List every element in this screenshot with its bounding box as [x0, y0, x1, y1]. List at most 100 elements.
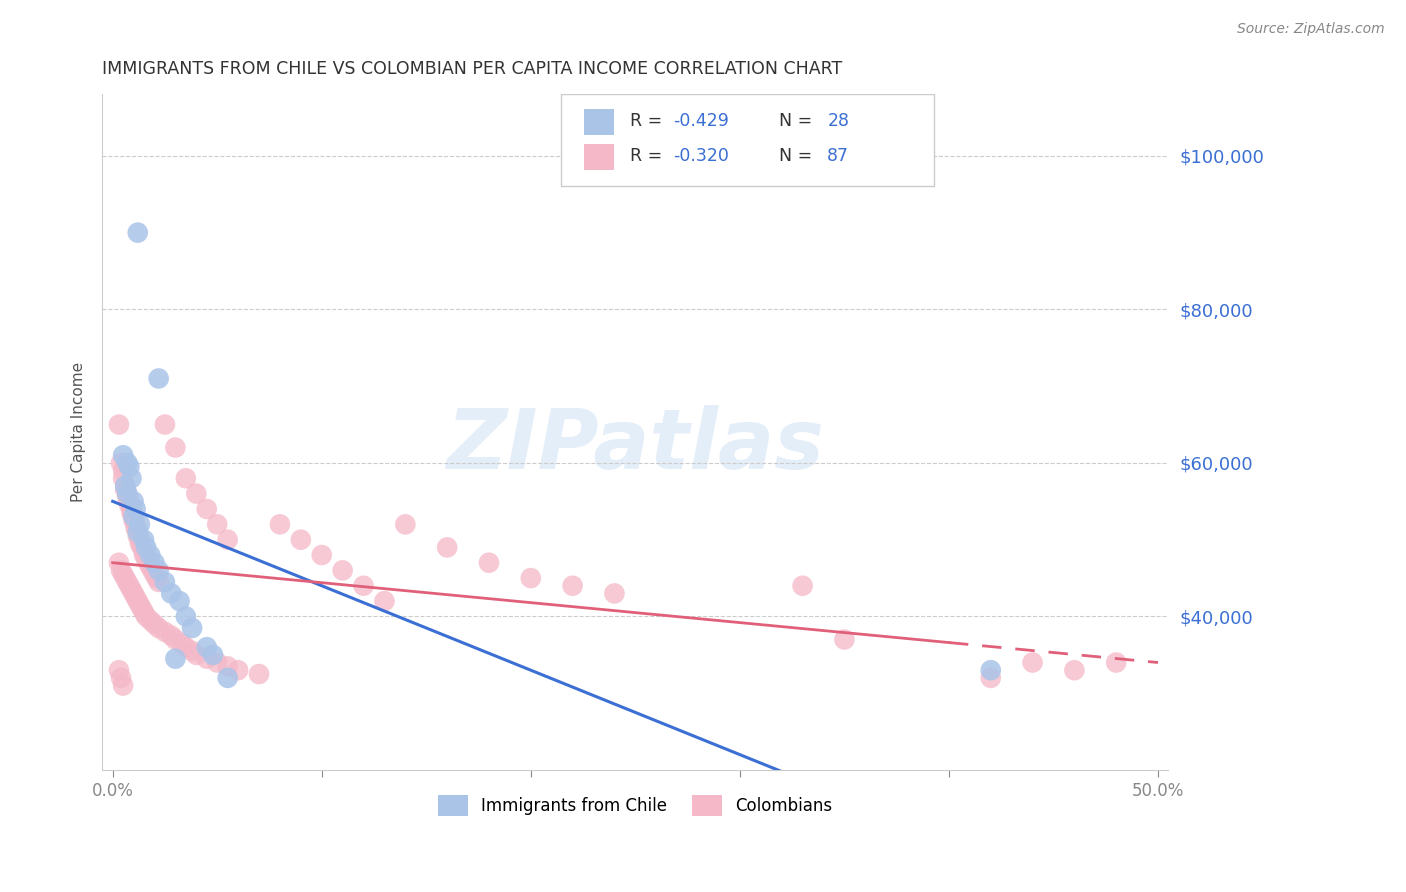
Point [165, 441, 187, 455]
Point [136, 556, 159, 570]
Point [128, 533, 150, 547]
Point [603, 586, 626, 600]
Point [373, 594, 395, 608]
Point [195, 640, 218, 655]
Point [169, 594, 191, 608]
Y-axis label: Per Capita Income: Per Capita Income [72, 362, 86, 502]
Point [217, 659, 239, 673]
Point [118, 579, 141, 593]
Point [205, 517, 228, 532]
Point [139, 613, 162, 627]
Text: R =: R = [630, 147, 668, 165]
Point [148, 574, 170, 589]
Point [160, 629, 183, 643]
Point [124, 591, 146, 605]
Point [114, 571, 136, 585]
Point [353, 579, 375, 593]
Point [114, 483, 136, 497]
Legend: Immigrants from Chile, Colombians: Immigrants from Chile, Colombians [432, 789, 839, 822]
Point [108, 556, 131, 570]
Point [128, 598, 150, 612]
Point [108, 417, 131, 432]
Point [181, 621, 204, 635]
Bar [583, 145, 614, 170]
Point [195, 651, 218, 665]
Text: R =: R = [630, 112, 668, 129]
Point [139, 548, 162, 562]
Point [311, 548, 333, 562]
Point [117, 574, 139, 589]
Point [110, 456, 132, 470]
Point [143, 556, 166, 570]
Point [124, 502, 146, 516]
Point [122, 514, 145, 528]
Point [332, 563, 354, 577]
Point [792, 579, 814, 593]
Point [127, 524, 149, 539]
Point [195, 502, 218, 516]
Point [112, 471, 135, 485]
Point [148, 621, 170, 635]
Point [202, 648, 225, 662]
Point [153, 417, 176, 432]
Point [121, 582, 143, 597]
Point [124, 517, 146, 532]
Point [153, 574, 176, 589]
Point [121, 506, 143, 520]
Point [112, 448, 135, 462]
Point [118, 459, 141, 474]
Point [127, 226, 149, 240]
Point [143, 617, 166, 632]
Text: Source: ZipAtlas.com: Source: ZipAtlas.com [1237, 22, 1385, 37]
Point [1105, 656, 1128, 670]
Point [160, 586, 183, 600]
Point [128, 536, 150, 550]
Point [112, 464, 135, 478]
FancyBboxPatch shape [561, 95, 934, 186]
Point [135, 552, 157, 566]
Point [478, 556, 501, 570]
Point [174, 609, 197, 624]
Point [122, 509, 145, 524]
Point [117, 486, 139, 500]
Point [127, 594, 149, 608]
Text: -0.320: -0.320 [672, 147, 728, 165]
Point [122, 586, 145, 600]
Text: N =: N = [779, 147, 818, 165]
Text: ZIPatlas: ZIPatlas [447, 405, 824, 486]
Point [186, 486, 208, 500]
Point [561, 579, 583, 593]
Point [121, 471, 143, 485]
Point [145, 571, 167, 585]
Bar [583, 110, 614, 135]
Point [112, 679, 135, 693]
Point [834, 632, 856, 647]
Point [117, 486, 139, 500]
Point [131, 541, 153, 555]
Point [132, 548, 155, 562]
Point [165, 651, 187, 665]
Point [980, 663, 1002, 677]
Point [127, 524, 149, 539]
Point [174, 640, 197, 655]
Point [112, 567, 135, 582]
Text: 87: 87 [827, 147, 849, 165]
Point [135, 541, 157, 555]
Point [394, 517, 416, 532]
Point [186, 648, 208, 662]
Point [436, 541, 458, 555]
Point [520, 571, 543, 585]
Point [114, 479, 136, 493]
Point [165, 632, 187, 647]
Point [110, 563, 132, 577]
Point [153, 624, 176, 639]
Point [217, 671, 239, 685]
Point [110, 671, 132, 685]
Point [170, 636, 193, 650]
Point [108, 663, 131, 677]
Point [124, 521, 146, 535]
Point [128, 517, 150, 532]
Point [181, 644, 204, 658]
Point [269, 517, 291, 532]
Point [118, 494, 141, 508]
